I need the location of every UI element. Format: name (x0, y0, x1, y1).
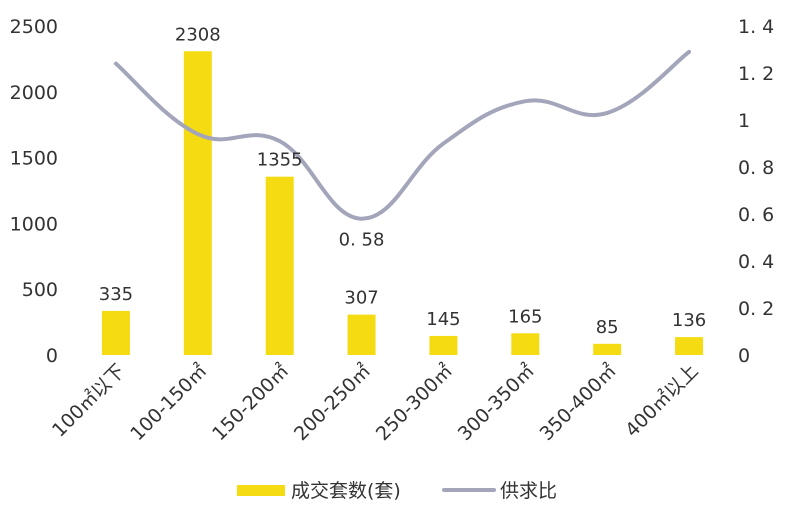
x-axis-tick-label: 200-250㎡ (289, 359, 375, 445)
bar (347, 314, 376, 355)
x-axis-tick-label: 300-350㎡ (453, 359, 539, 445)
bar-value-label: 165 (508, 306, 542, 327)
right-axis-ticks: 0 0. 2 0. 4 0. 6 0. 8 1 1. 2 1. 4 (738, 16, 774, 367)
legend-label-ratio: 供求比 (500, 480, 557, 502)
bar-value-label: 2308 (175, 24, 221, 45)
bar (265, 176, 294, 355)
x-axis-tick-label: 250-300㎡ (371, 359, 457, 445)
bar (429, 335, 458, 355)
bar-value-label: 136 (672, 310, 706, 331)
x-axis-tick-label: 400㎡以上 (620, 359, 702, 441)
right-axis-tick-label: 0. 8 (738, 157, 774, 179)
right-axis-tick-label: 1. 4 (738, 16, 774, 38)
x-axis-tick-label: 150-200㎡ (207, 359, 293, 445)
left-axis-tick-label: 2000 (10, 82, 58, 104)
bar-series (101, 51, 704, 355)
right-axis-tick-label: 0. 2 (738, 298, 774, 320)
left-axis-tick-label: 1000 (10, 213, 58, 235)
bar-value-label: 335 (99, 284, 133, 305)
left-axis-tick-label: 0 (46, 345, 58, 367)
line-value-label: 0. 58 (339, 230, 385, 251)
x-axis-tick-label: 100㎡以下 (47, 359, 129, 441)
bar-value-label: 85 (596, 317, 619, 338)
bar-value-label: 1355 (257, 150, 303, 171)
right-axis-tick-label: 0. 6 (738, 204, 774, 226)
right-axis-tick-label: 1 (738, 110, 750, 132)
left-axis-ticks: 0 500 1000 1500 2000 2500 (10, 16, 58, 367)
line-series (113, 49, 692, 221)
left-axis-tick-label: 500 (22, 279, 58, 301)
x-axis-tick-labels: 100㎡以下100-150㎡150-200㎡200-250㎡250-300㎡30… (47, 359, 702, 445)
legend-label-deals: 成交套数(套) (291, 480, 401, 502)
right-axis-tick-label: 1. 2 (738, 63, 774, 85)
right-axis-tick-label: 0 (738, 345, 750, 367)
x-axis-tick-label: 100-150㎡ (126, 359, 212, 445)
bar (183, 51, 212, 355)
left-axis-tick-label: 1500 (10, 148, 58, 170)
right-axis-tick-label: 0. 4 (738, 251, 774, 273)
bar (101, 310, 130, 355)
bar (675, 337, 704, 355)
data-labels: 335 2308 1355 307 145 165 85 136 0. 58 (99, 24, 706, 338)
legend-swatch-bar (237, 485, 285, 496)
supply-demand-ratio-line (113, 49, 692, 221)
bar (593, 343, 622, 355)
bar-value-label: 145 (426, 309, 460, 330)
left-axis-tick-label: 2500 (10, 16, 58, 38)
bar-value-label: 307 (344, 288, 378, 309)
bar (511, 333, 540, 355)
x-axis-tick-label: 350-400㎡ (535, 359, 621, 445)
legend: 成交套数(套) 供求比 (237, 480, 557, 502)
